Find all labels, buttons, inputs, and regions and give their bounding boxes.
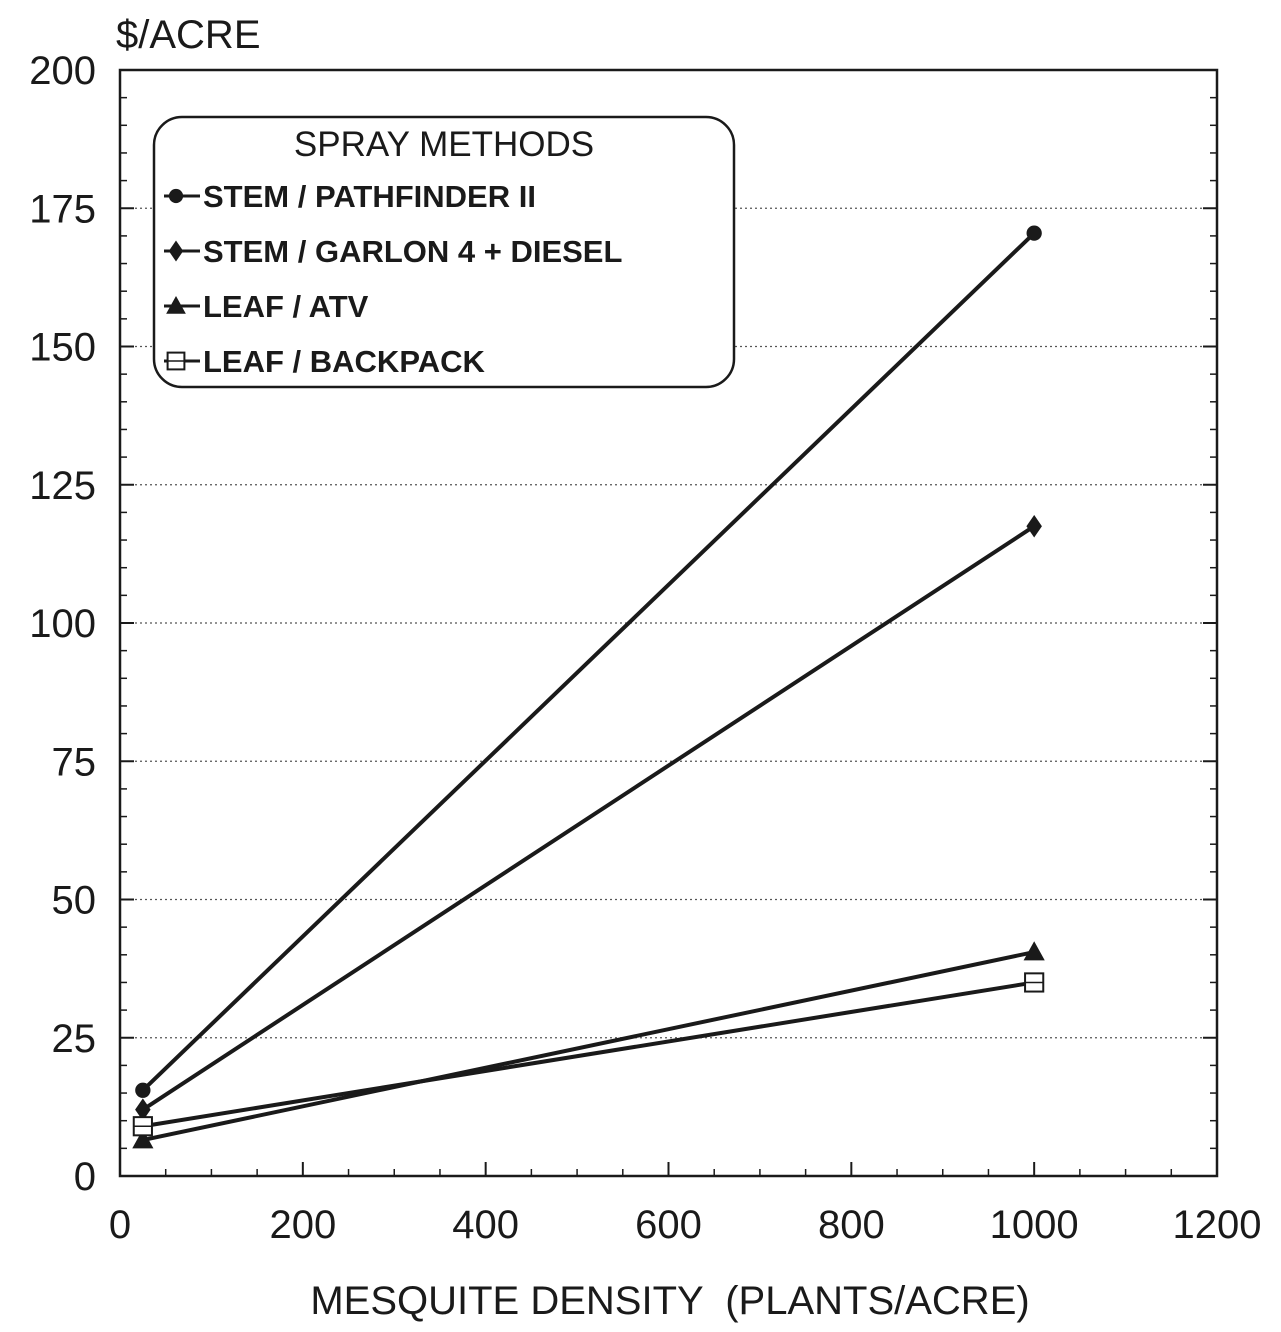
y-tick-label-75: 75 <box>52 740 97 784</box>
y-tick-label-25: 25 <box>52 1017 97 1061</box>
x-tick-label-0: 0 <box>109 1203 131 1247</box>
legend-marker-3 <box>166 295 186 314</box>
legend-title: SPRAY METHODS <box>294 125 594 164</box>
y-tick-labels: 0 25 50 75 100 125 150 175 200 <box>29 49 96 1199</box>
y-tick-label-175: 175 <box>29 187 96 231</box>
x-tick-label-200: 200 <box>269 1203 336 1247</box>
y-tick-label-50: 50 <box>52 879 97 923</box>
y-tick-label-100: 100 <box>29 602 96 646</box>
legend-label-2: STEM / GARLON 4 + DIESEL <box>203 234 622 269</box>
series-lines <box>140 231 1037 1143</box>
series-2-point-2 <box>1026 514 1042 538</box>
series-markers <box>132 225 1045 1149</box>
legend-marker-1 <box>168 188 184 204</box>
x-tick-label-400: 400 <box>452 1203 519 1247</box>
series-line-3 <box>140 950 1037 1143</box>
legend: SPRAY METHODS STEM / PATHFINDER II STEM /… <box>152 115 736 389</box>
x-axis-title: MESQUITE DENSITY (PLANTS/ACRE) <box>310 1279 1029 1323</box>
y-tick-label-0: 0 <box>74 1155 96 1199</box>
series-4-point-1 <box>132 1116 153 1137</box>
series-line-2 <box>140 524 1037 1112</box>
legend-label-1: STEM / PATHFINDER II <box>203 179 536 214</box>
x-tick-label-600: 600 <box>635 1203 702 1247</box>
x-tick-label-1200: 1200 <box>1173 1203 1262 1247</box>
x-tick-label-800: 800 <box>818 1203 885 1247</box>
series-4-point-2 <box>1024 972 1045 993</box>
legend-marker-4 <box>166 351 186 371</box>
plot-frame <box>118 68 1219 1178</box>
legend-box <box>152 115 736 389</box>
series-line-4 <box>140 980 1037 1129</box>
series-1-point-1 <box>135 1082 151 1098</box>
y-tick-label-150: 150 <box>29 326 96 370</box>
series-3-point-2 <box>1023 941 1045 961</box>
legend-label-3: LEAF / ATV <box>203 289 369 324</box>
legend-label-4: LEAF / BACKPACK <box>203 344 485 379</box>
series-3-point-1 <box>132 1129 154 1149</box>
x-tick-label-1000: 1000 <box>990 1203 1079 1247</box>
legend-marker-2 <box>168 240 184 262</box>
y-axis-title: $/ACRE <box>116 13 261 57</box>
y-tick-label-200: 200 <box>29 49 96 93</box>
series-line-1 <box>140 231 1037 1093</box>
series-1-point-2 <box>1026 225 1042 241</box>
x-tick-labels: 0 200 400 600 800 1000 1200 <box>109 1203 1262 1247</box>
y-tick-label-125: 125 <box>29 464 96 508</box>
